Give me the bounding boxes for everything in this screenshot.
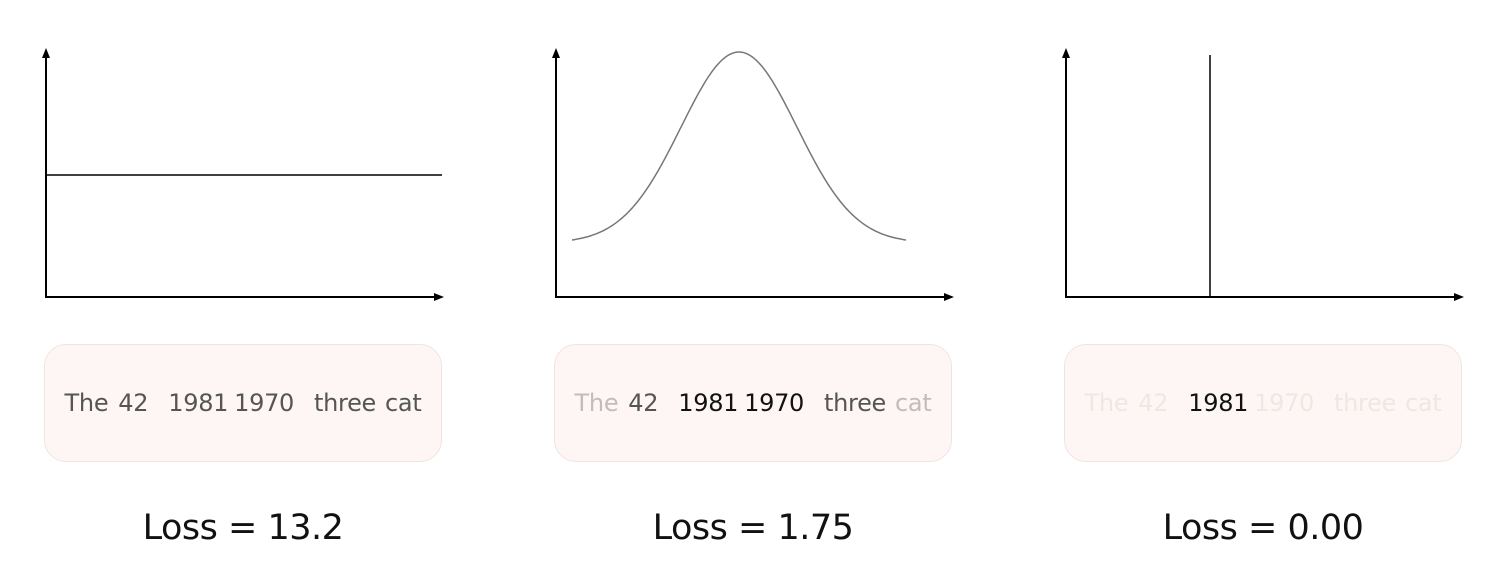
x-axis-arrow [1454,293,1464,301]
token: 1981 [1188,389,1249,417]
token: cat [385,389,422,417]
token: 42 [118,389,149,417]
panel-gaussian: The 42 1981 1970 three cat Loss = 1.75 [552,0,994,569]
token: three [1334,389,1397,417]
token: three [314,389,377,417]
token: The [574,389,619,417]
panel-spike: The 42 1981 1970 three cat Loss = 0.00 [1062,0,1485,569]
token: The [1084,389,1129,417]
panel-uniform: The 42 1981 1970 three cat Loss = 13.2 [42,0,484,569]
token: 42 [628,389,659,417]
token: cat [1405,389,1442,417]
loss-label: Loss = 1.75 [652,508,854,548]
token-box: The 42 1981 1970 three cat [1064,344,1462,462]
token-box: The 42 1981 1970 three cat [554,344,952,462]
token: 1970 [1254,389,1315,417]
token-list: The 42 1981 1970 three cat [1085,389,1442,417]
y-axis-arrow [1062,48,1070,58]
token-box: The 42 1981 1970 three cat [44,344,442,462]
distribution-plot [42,48,444,301]
token: 1970 [234,389,295,417]
distribution-plot [552,48,954,301]
token: 1981 [168,389,229,417]
loss-label: Loss = 13.2 [142,508,344,548]
y-axis-arrow [42,48,50,58]
x-axis-arrow [434,293,444,301]
x-axis-arrow [944,293,954,301]
token: cat [895,389,932,417]
token-list: The 42 1981 1970 three cat [575,389,932,417]
token: The [64,389,109,417]
token: three [824,389,887,417]
loss-label: Loss = 0.00 [1162,508,1364,548]
token: 42 [1138,389,1169,417]
distribution-curve [571,51,907,241]
token-list: The 42 1981 1970 three cat [65,389,422,417]
y-axis-arrow [552,48,560,58]
token: 1970 [744,389,805,417]
distribution-plot [1062,48,1464,301]
token: 1981 [678,389,739,417]
